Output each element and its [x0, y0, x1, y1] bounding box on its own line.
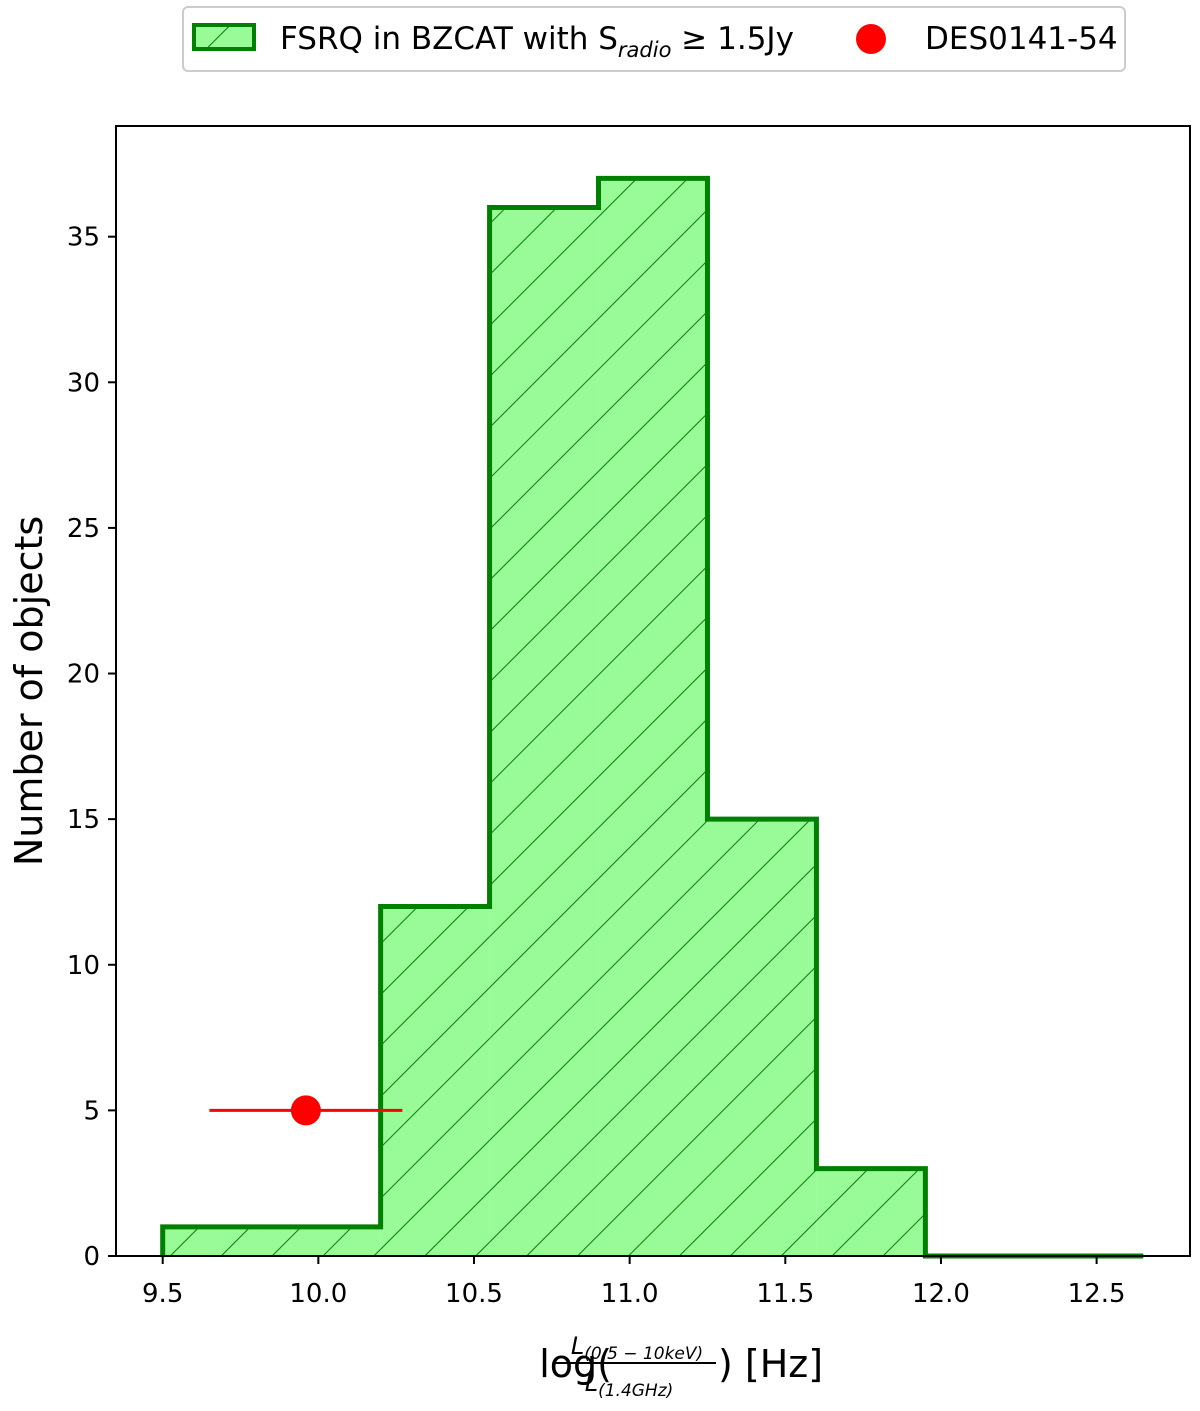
- y-tick-label: 20: [67, 660, 100, 690]
- histogram-bar: [380, 906, 490, 1256]
- x-tick-label: 10.5: [445, 1279, 503, 1309]
- y-tick-label: 15: [67, 805, 100, 835]
- axes-frame: [115, 125, 1191, 1257]
- histogram-bar: [162, 1226, 381, 1256]
- histogram-bar: [489, 207, 599, 1256]
- histogram-bar: [816, 1168, 926, 1256]
- histogram-outline: [160, 175, 1144, 1259]
- histogram-bar: [707, 819, 817, 1256]
- y-tick-label: 10: [67, 951, 100, 981]
- x-tick-label: 11.5: [756, 1279, 814, 1309]
- legend-swatch-histogram: [192, 23, 256, 51]
- histogram-bar: [598, 178, 708, 1256]
- x-axis-label-numerator: L(0.5 − 10keV): [571, 1332, 703, 1364]
- x-axis-label-denominator: L(1.4GHz): [585, 1369, 674, 1401]
- y-tick-label: 35: [67, 223, 100, 253]
- y-tick-label: 0: [83, 1242, 100, 1272]
- data-point-des0141-54: [290, 1095, 321, 1126]
- y-axis-label: Number of objects: [7, 516, 51, 866]
- x-axis-label-suffix: ) [Hz]: [718, 1342, 823, 1386]
- x-tick-label: 9.5: [142, 1279, 183, 1309]
- legend-label-point: DES0141-54: [925, 21, 1118, 57]
- x-tick-label: 11.0: [601, 1279, 659, 1309]
- legend: [182, 6, 1126, 72]
- y-tick-label: 30: [67, 368, 100, 398]
- x-tick-label: 10.0: [289, 1279, 347, 1309]
- x-tick-label: 12.0: [912, 1279, 970, 1309]
- legend-marker-point: [856, 24, 886, 54]
- y-tick-label: 5: [83, 1096, 100, 1126]
- x-tick-label: 12.5: [1068, 1279, 1126, 1309]
- legend-label-histogram: FSRQ in BZCAT with Sradio ≥ 1.5Jy: [280, 21, 794, 62]
- y-tick-label: 25: [67, 514, 100, 544]
